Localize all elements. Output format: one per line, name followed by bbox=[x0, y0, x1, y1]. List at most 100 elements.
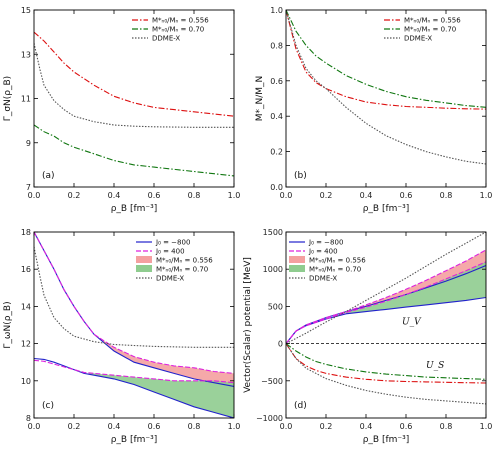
band-2 bbox=[346, 261, 486, 314]
legend-label: M*ₙ₀/Mₙ = 0.70 bbox=[309, 266, 361, 274]
panel-4: 0.0 0.2 0.4 0.6 0.8 1.0 −1000 −500 0 500 1000 1500 ρ… bbox=[243, 228, 492, 445]
panel-1: 0.0 0.2 0.4 0.6 0.8 1.0 7 9 11 13 15 ρ_B [fm⁻³] Γ_σN… bbox=[3, 6, 240, 214]
legend-label: J₀ = 400 bbox=[155, 248, 185, 256]
y-tick-label: 0.4 bbox=[270, 112, 283, 121]
series-line-1 bbox=[34, 232, 234, 387]
x-tick-label: 0.2 bbox=[68, 191, 81, 200]
x-tick-label: 1.0 bbox=[228, 422, 241, 431]
panel-label: (b) bbox=[294, 171, 307, 181]
x-axis-label: ρ_B [fm⁻³] bbox=[363, 435, 410, 445]
axes-frame bbox=[285, 231, 487, 419]
x-tick-label: 0.8 bbox=[188, 422, 201, 431]
x-tick-label: 1.0 bbox=[480, 191, 493, 200]
panel-label: (d) bbox=[294, 401, 307, 411]
series-line-4 bbox=[34, 359, 234, 384]
x-tick-label: 0.4 bbox=[360, 422, 373, 431]
y-tick-label: 500 bbox=[268, 302, 283, 311]
x-tick-label: 0.6 bbox=[400, 422, 413, 431]
x-tick-label: 0.2 bbox=[320, 422, 333, 431]
legend-label: M*ₙ₀/Mₙ = 0.70 bbox=[404, 26, 456, 34]
y-tick-label: 8 bbox=[26, 414, 31, 423]
x-tick-label: 0.2 bbox=[320, 191, 333, 200]
axes-frame bbox=[33, 231, 235, 419]
band-2 bbox=[84, 373, 234, 418]
x-tick-label: 1.0 bbox=[480, 422, 493, 431]
panel-3: 0.0 0.2 0.4 0.6 0.8 1.0 8 10 12 14 16 18 ρ_B [fm⁻³] Γ… bbox=[3, 228, 240, 445]
legend-patch bbox=[289, 256, 305, 263]
y-tick-label: 0.2 bbox=[270, 148, 283, 157]
y-tick-label: 1500 bbox=[263, 228, 283, 237]
y-tick-label: 0 bbox=[278, 340, 283, 349]
y-tick-label: 13 bbox=[21, 50, 31, 59]
y-tick-label: 9 bbox=[26, 139, 31, 148]
x-tick-label: 0.2 bbox=[68, 422, 81, 431]
legend-label: M*ₙ₀/Mₙ = 0.70 bbox=[152, 26, 204, 34]
series-line-6 bbox=[286, 343, 486, 384]
y-tick-label: 1.0 bbox=[270, 6, 283, 15]
x-tick-label: 1.0 bbox=[228, 191, 241, 200]
x-axis-label: ρ_B [fm⁻³] bbox=[111, 204, 158, 214]
panel-2: 0.0 0.2 0.4 0.6 0.8 1.0 0.0 0.2 0.4 0.6 0.8 1.0 ρ_B … bbox=[255, 6, 492, 214]
legend-label: M*ₙ₀/Mₙ = 0.556 bbox=[404, 17, 461, 25]
panel-label: (a) bbox=[42, 171, 55, 181]
legend-label: DDME-X bbox=[404, 35, 432, 43]
y-tick-label: 1000 bbox=[263, 265, 283, 274]
series-line-7 bbox=[286, 343, 486, 380]
series-line-2 bbox=[34, 124, 234, 177]
x-axis-label: ρ_B [fm⁻³] bbox=[111, 435, 158, 445]
plot-area bbox=[286, 232, 486, 405]
y-tick-label: −500 bbox=[261, 377, 283, 386]
series-line-5 bbox=[34, 246, 234, 348]
series-line-2 bbox=[34, 357, 234, 418]
y-tick-label: 16 bbox=[21, 265, 31, 274]
axes-frame bbox=[33, 9, 235, 188]
y-tick-label: 12 bbox=[21, 340, 31, 349]
legend-label: M*ₙ₀/Mₙ = 0.556 bbox=[156, 257, 213, 265]
series-line-3 bbox=[34, 232, 234, 374]
plot-area bbox=[34, 31, 234, 177]
y-axis-label: M*_N/M_N bbox=[255, 76, 265, 122]
x-tick-label: 0.0 bbox=[280, 422, 293, 431]
x-tick-label: 0.4 bbox=[360, 191, 373, 200]
x-tick-label: 0.0 bbox=[280, 191, 293, 200]
legend-label: J₀ = 400 bbox=[308, 248, 338, 256]
legend-label: M*ₙ₀/Mₙ = 0.556 bbox=[309, 257, 366, 265]
legend-label: J₀ = −800 bbox=[155, 239, 190, 247]
legend-label: M*ₙ₀/Mₙ = 0.556 bbox=[152, 17, 209, 25]
annotation: U_S bbox=[426, 361, 444, 371]
plot-area bbox=[34, 232, 234, 418]
band-1 bbox=[94, 334, 234, 387]
y-tick-label: 18 bbox=[21, 228, 31, 237]
y-axis-label: Γ_ωN(ρ_B) bbox=[3, 301, 13, 348]
y-tick-label: 0.0 bbox=[270, 183, 283, 192]
series-line-3 bbox=[34, 43, 234, 128]
y-tick-label: 15 bbox=[21, 6, 31, 15]
y-axis-label: Vector(Scalar) potential [MeV] bbox=[243, 257, 253, 393]
series-line-8 bbox=[286, 343, 486, 405]
x-tick-label: 0.6 bbox=[148, 422, 161, 431]
x-tick-label: 0.0 bbox=[28, 422, 41, 431]
legend-label: J₀ = −800 bbox=[308, 239, 343, 247]
x-tick-label: 0.8 bbox=[188, 191, 201, 200]
legend-label: M*ₙ₀/Mₙ = 0.70 bbox=[156, 266, 208, 274]
y-tick-label: 7 bbox=[26, 183, 31, 192]
x-tick-label: 0.8 bbox=[440, 422, 453, 431]
legend-label: DDME-X bbox=[156, 275, 184, 283]
x-axis-label: ρ_B [fm⁻³] bbox=[363, 204, 410, 214]
x-tick-label: 0.6 bbox=[148, 191, 161, 200]
y-tick-label: −1000 bbox=[256, 414, 283, 423]
y-tick-label: 0.8 bbox=[270, 41, 283, 50]
legend-label: DDME-X bbox=[309, 275, 337, 283]
series-line-4 bbox=[286, 261, 486, 344]
x-tick-label: 0.8 bbox=[440, 191, 453, 200]
legend-patch bbox=[289, 265, 305, 272]
y-tick-label: 11 bbox=[21, 95, 31, 104]
legend-label: DDME-X bbox=[152, 35, 180, 43]
axes-frame bbox=[285, 9, 487, 188]
y-tick-label: 14 bbox=[21, 302, 31, 311]
